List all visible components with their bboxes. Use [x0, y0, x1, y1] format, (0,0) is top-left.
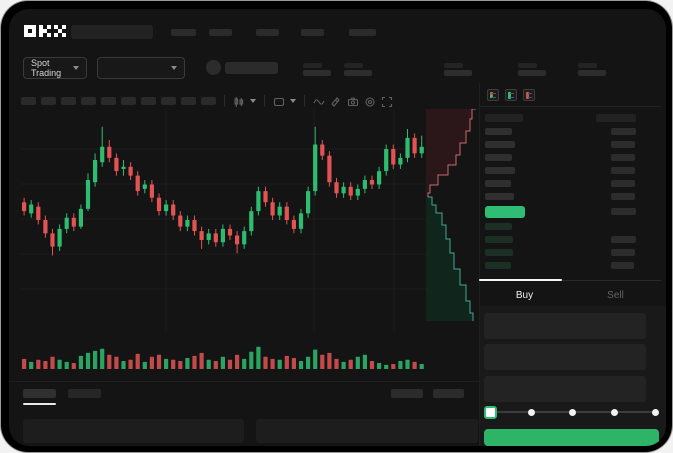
amount-slider-handle[interactable]	[484, 406, 497, 419]
buy-button[interactable]	[484, 429, 659, 446]
timeframe-placeholder[interactable]	[81, 97, 96, 105]
app-screen: OKX Spot Trading	[9, 9, 666, 446]
orderbook-price-bar[interactable]	[485, 141, 515, 148]
timeframe-placeholder[interactable]	[121, 97, 136, 105]
timeframe-placeholder[interactable]	[61, 97, 76, 105]
orderbook-price-bar[interactable]	[485, 249, 513, 256]
bottom-panel-placeholder[interactable]	[256, 419, 478, 443]
orderbook-price-bar[interactable]	[485, 167, 515, 174]
line-wave-icon[interactable]	[313, 95, 325, 107]
panel-divider-horizontal	[9, 381, 479, 382]
logo-letter-x	[54, 25, 66, 37]
total-input[interactable]	[484, 376, 646, 402]
search-box-placeholder[interactable]	[71, 25, 153, 39]
orderbook-header-price	[485, 114, 523, 122]
timeframe-placeholder[interactable]	[161, 97, 176, 105]
toolbar-divider	[304, 95, 305, 107]
timeframe-placeholder[interactable]	[101, 97, 116, 105]
logo-letter-k	[39, 25, 51, 37]
market-type-selector[interactable]: Spot Trading	[23, 57, 87, 79]
slider-stop-dot[interactable]	[527, 409, 535, 416]
orderbook-header-amount	[596, 114, 636, 122]
orderbook-price-bar[interactable]	[485, 128, 512, 135]
layers-icon[interactable]	[330, 95, 342, 107]
book-asks-icon[interactable]	[523, 89, 535, 101]
orderbook-price-bar[interactable]	[485, 193, 514, 200]
slider-stop-dot[interactable]	[569, 409, 576, 416]
fullscreen-icon[interactable]	[381, 95, 393, 108]
chevron-down-icon[interactable]	[290, 99, 296, 103]
orderbook-price-bar[interactable]	[485, 236, 513, 243]
orderbook-amount-bar	[611, 249, 635, 256]
nav-item-placeholder[interactable]	[209, 29, 232, 36]
bottom-action-placeholder[interactable]	[391, 389, 423, 398]
ticker-stat-placeholder	[518, 63, 546, 76]
logo-letter-o	[24, 25, 36, 37]
tab-sell[interactable]: Sell	[607, 290, 624, 301]
coin-icon	[206, 60, 221, 75]
candles-icon[interactable]	[233, 95, 245, 107]
timeframe-placeholder[interactable]	[41, 97, 56, 105]
depth-chart[interactable]	[426, 108, 481, 331]
market-type-label: Spot Trading	[31, 58, 62, 78]
orderbook-amount-bar	[611, 262, 634, 269]
indicator-box-icon[interactable]	[273, 95, 285, 107]
timeframe-placeholder[interactable]	[181, 97, 196, 105]
ticker-stat-placeholder	[344, 63, 372, 76]
toolbar-divider	[224, 95, 225, 107]
orderbook-amount-bar	[611, 236, 636, 243]
timeframe-placeholder[interactable]	[201, 97, 216, 105]
timeframe-placeholder[interactable]	[21, 97, 36, 105]
settings-gear-icon[interactable]	[364, 95, 376, 107]
slider-stop-dot[interactable]	[652, 409, 659, 416]
orderbook-price-bar[interactable]	[485, 223, 512, 230]
amount-input[interactable]	[484, 344, 646, 370]
slider-stop-dot[interactable]	[610, 409, 618, 416]
orderbook-amount-bar	[611, 193, 635, 200]
orderbook-price-bar[interactable]	[485, 180, 511, 187]
ticker-stat-placeholder	[303, 63, 331, 76]
nav-item-placeholder[interactable]	[171, 29, 196, 36]
orderbook-last-price[interactable]	[485, 206, 525, 218]
chart-toolbar	[21, 93, 393, 109]
camera-icon[interactable]	[347, 95, 359, 107]
orderbook-amount-bar	[611, 180, 635, 187]
timeframe-placeholder[interactable]	[141, 97, 156, 105]
orderbook-price-bar[interactable]	[485, 154, 512, 161]
ticker-stat-placeholder	[444, 63, 472, 76]
orderbook-amount-bar	[611, 154, 635, 161]
nav-item-placeholder[interactable]	[256, 29, 279, 36]
price-input[interactable]	[484, 313, 646, 339]
tab-buy[interactable]: Buy	[515, 290, 534, 301]
orderbook-amount-bar	[611, 141, 635, 148]
nav-item-placeholder[interactable]	[301, 29, 324, 36]
toolbar-divider	[264, 95, 265, 107]
bottom-action-placeholder[interactable]	[433, 389, 464, 398]
book-combined-icon[interactable]	[487, 89, 499, 101]
chevron-down-icon	[73, 66, 79, 70]
okx-logo[interactable]: OKX	[24, 25, 66, 37]
bottom-tab-placeholder[interactable]	[68, 389, 101, 398]
orderbook-amount-bar	[611, 208, 636, 215]
bottom-tab-indicator	[23, 403, 56, 405]
chevron-down-icon	[171, 66, 177, 70]
book-bids-icon[interactable]	[505, 89, 517, 101]
panel-divider-vertical	[479, 83, 480, 446]
orderbook-price-bar[interactable]	[485, 262, 511, 269]
chevron-down-icon[interactable]	[250, 99, 256, 103]
orderbook-divider	[479, 106, 661, 107]
pair-selector-dropdown[interactable]	[97, 57, 185, 79]
bottom-tab-active-placeholder[interactable]	[23, 389, 56, 398]
candlestick-chart[interactable]	[21, 109, 426, 331]
pair-name-placeholder	[225, 62, 278, 74]
volume-chart[interactable]	[21, 333, 426, 371]
ticker-stat-placeholder	[578, 63, 606, 76]
orderbook-amount-bar	[611, 167, 635, 174]
buy-tab-indicator	[479, 279, 562, 281]
nav-item-placeholder[interactable]	[349, 29, 376, 36]
tabs-divider	[479, 280, 661, 281]
orderbook-amount-bar	[611, 128, 636, 135]
bottom-panel-placeholder[interactable]	[23, 419, 244, 443]
